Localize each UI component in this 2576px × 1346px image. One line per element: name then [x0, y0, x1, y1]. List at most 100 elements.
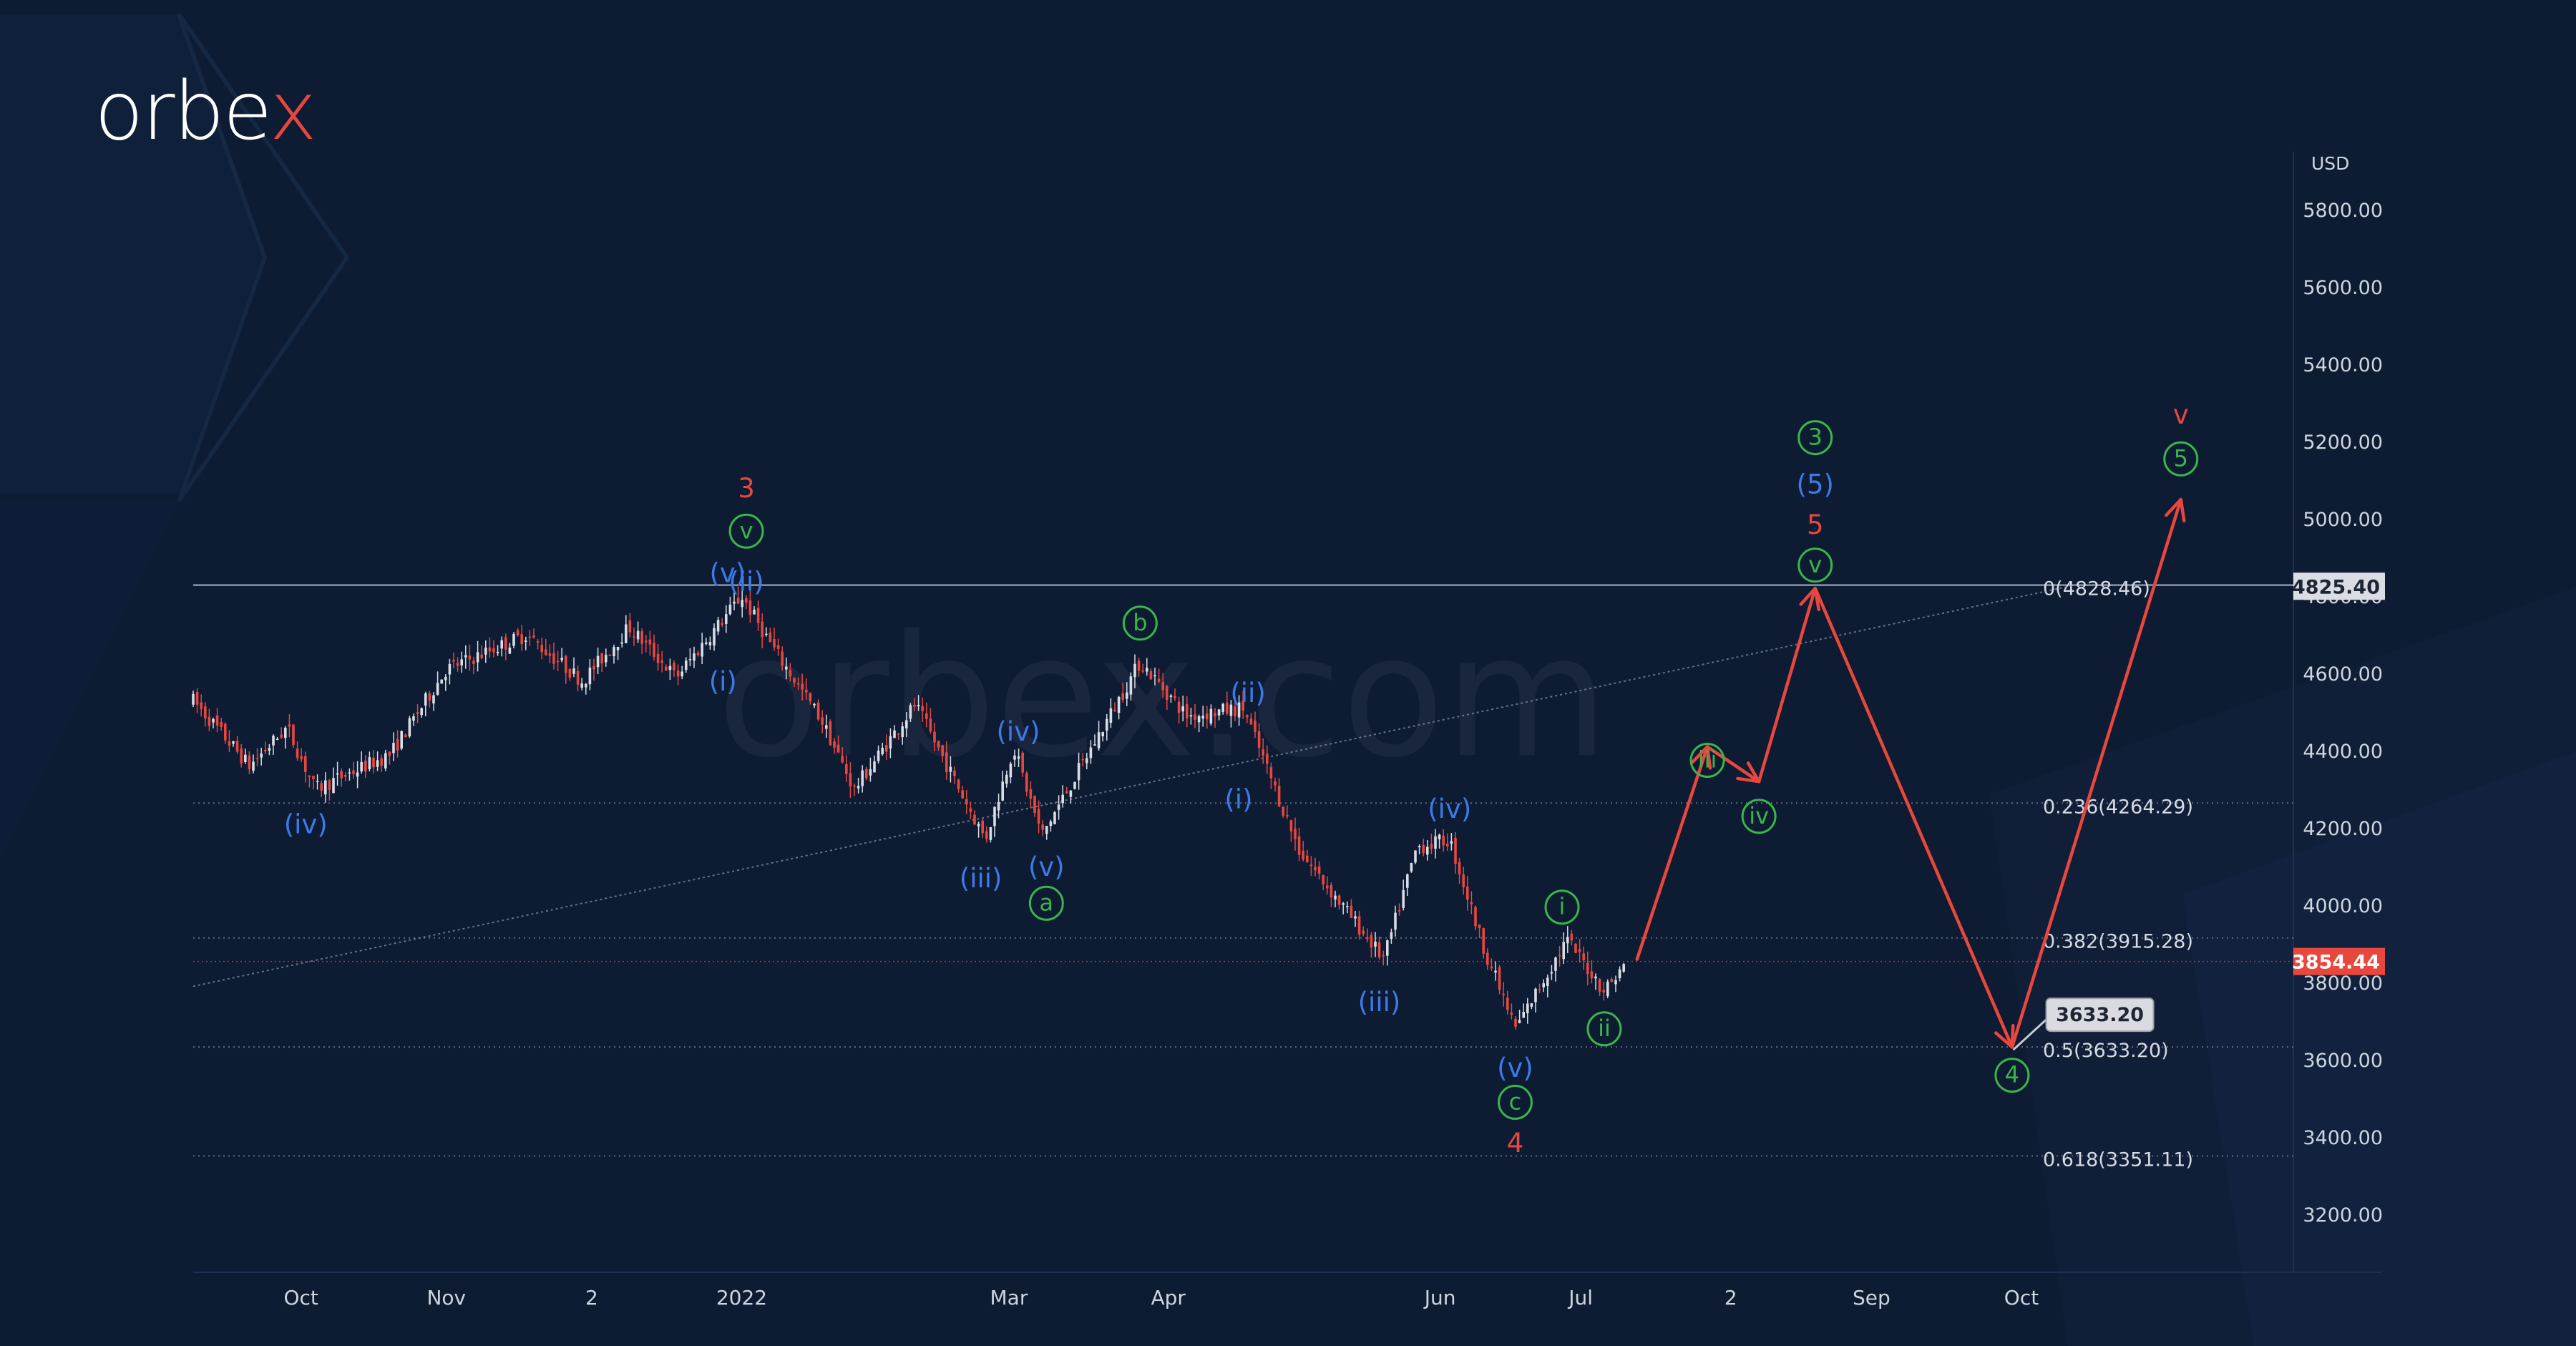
candle-body [224, 723, 227, 741]
candle-body [1217, 709, 1221, 716]
candle-body [1506, 998, 1509, 1010]
candle-body [708, 642, 712, 645]
candle-body [1377, 942, 1381, 957]
candle-body [1013, 755, 1016, 760]
forecast-arrowhead [1736, 761, 1761, 784]
candle-body [1354, 916, 1357, 919]
candle-body [228, 741, 231, 746]
candle-body [897, 733, 900, 735]
candle-body [404, 734, 407, 738]
candle-body [296, 748, 299, 759]
callout-pointer [2012, 1017, 2049, 1051]
candle-body [316, 781, 319, 782]
candle-body [1106, 718, 1108, 731]
candle-body [364, 761, 367, 772]
y-tick-label: 5800.00 [2303, 200, 2383, 222]
candle-body [275, 738, 279, 740]
candle-body [636, 630, 640, 640]
candle-body [1241, 701, 1244, 711]
candle-body [1189, 715, 1193, 717]
x-tick-label: 2 [585, 1286, 598, 1310]
candle-body [1390, 932, 1393, 940]
fib-label: 0(4828.46) [2043, 578, 2150, 600]
wave-circle [1028, 885, 1064, 921]
candle-body [877, 750, 880, 761]
trendline [192, 583, 2078, 987]
forecast-segment [1705, 745, 1761, 784]
candle-body [1622, 964, 1625, 972]
candle-body [1434, 836, 1437, 849]
forecast-path: 3633.20 [1635, 497, 2186, 1051]
candle-body [496, 652, 499, 653]
candle-body [993, 806, 996, 826]
wave-label: 4 [2005, 1061, 2019, 1088]
candle-body [1129, 676, 1133, 695]
candle-body [1266, 754, 1269, 764]
wave-label: (v) [1028, 852, 1065, 882]
candle-body [215, 715, 219, 726]
wave-label: 5 [1807, 509, 1824, 540]
candle-body [484, 648, 487, 655]
wave-label: c [1509, 1088, 1522, 1115]
candle-body [1474, 907, 1477, 927]
candle-body [232, 741, 235, 744]
candle-body [1598, 978, 1601, 992]
candle-body [1166, 686, 1169, 700]
candle-body [796, 683, 800, 685]
candle-body [673, 663, 675, 670]
candle-body [1357, 916, 1361, 935]
candle-body [384, 753, 387, 769]
wave-circle [1797, 547, 1833, 583]
candle-body [756, 608, 760, 623]
price-tags: 4825.40 3854.44 [2292, 572, 2385, 975]
wave-label: i [1559, 893, 1566, 920]
candle-body [1297, 836, 1301, 855]
candle-body [909, 705, 912, 719]
candle-body [845, 764, 848, 774]
candle-body [933, 731, 936, 743]
candle-body [1614, 980, 1617, 985]
candle-body [292, 724, 295, 746]
candle-body [668, 665, 672, 670]
candle-body [468, 655, 472, 660]
candle-body [1514, 1018, 1517, 1027]
wave-circle [1586, 1011, 1622, 1047]
forecast-segment [1635, 745, 1709, 961]
wave-label: (iii) [1358, 987, 1401, 1018]
candle-body [745, 598, 748, 603]
candle-body [1037, 809, 1040, 824]
x-tick-label: 2022 [716, 1286, 767, 1310]
wave-circle [728, 513, 764, 549]
candle-body [500, 640, 503, 649]
candle-body [761, 621, 763, 638]
candle-body [1234, 706, 1236, 717]
candle-body [640, 631, 643, 644]
candle-body [340, 771, 343, 779]
candle-body [1226, 702, 1229, 714]
candle-body [428, 693, 431, 701]
candle-body [1246, 715, 1249, 718]
candle-body [1177, 701, 1181, 713]
candle-body [1602, 990, 1605, 993]
y-tick-label: 3800.00 [2303, 972, 2383, 995]
logo-accent-x: x [269, 65, 317, 158]
candle-body [565, 655, 567, 673]
candle-body [392, 743, 395, 754]
wave-label: (ii) [728, 566, 763, 597]
candle-body [436, 683, 439, 695]
wave-label: v [2173, 399, 2189, 430]
candle-body [829, 721, 832, 746]
candle-body [688, 659, 692, 660]
y-tick-label: 3400.00 [2303, 1127, 2383, 1149]
last-price-tag-label: 3854.44 [2292, 952, 2380, 974]
candle-body [268, 748, 271, 751]
candle-body [508, 647, 512, 654]
x-tick-label: Jun [1423, 1286, 1456, 1310]
candle-body [656, 653, 660, 663]
candle-body [748, 600, 752, 615]
candle-body [412, 716, 415, 721]
candle-body [420, 708, 423, 716]
wave-label: (iv) [1428, 794, 1471, 824]
candle-body [260, 754, 263, 758]
candle-body [1262, 749, 1264, 756]
